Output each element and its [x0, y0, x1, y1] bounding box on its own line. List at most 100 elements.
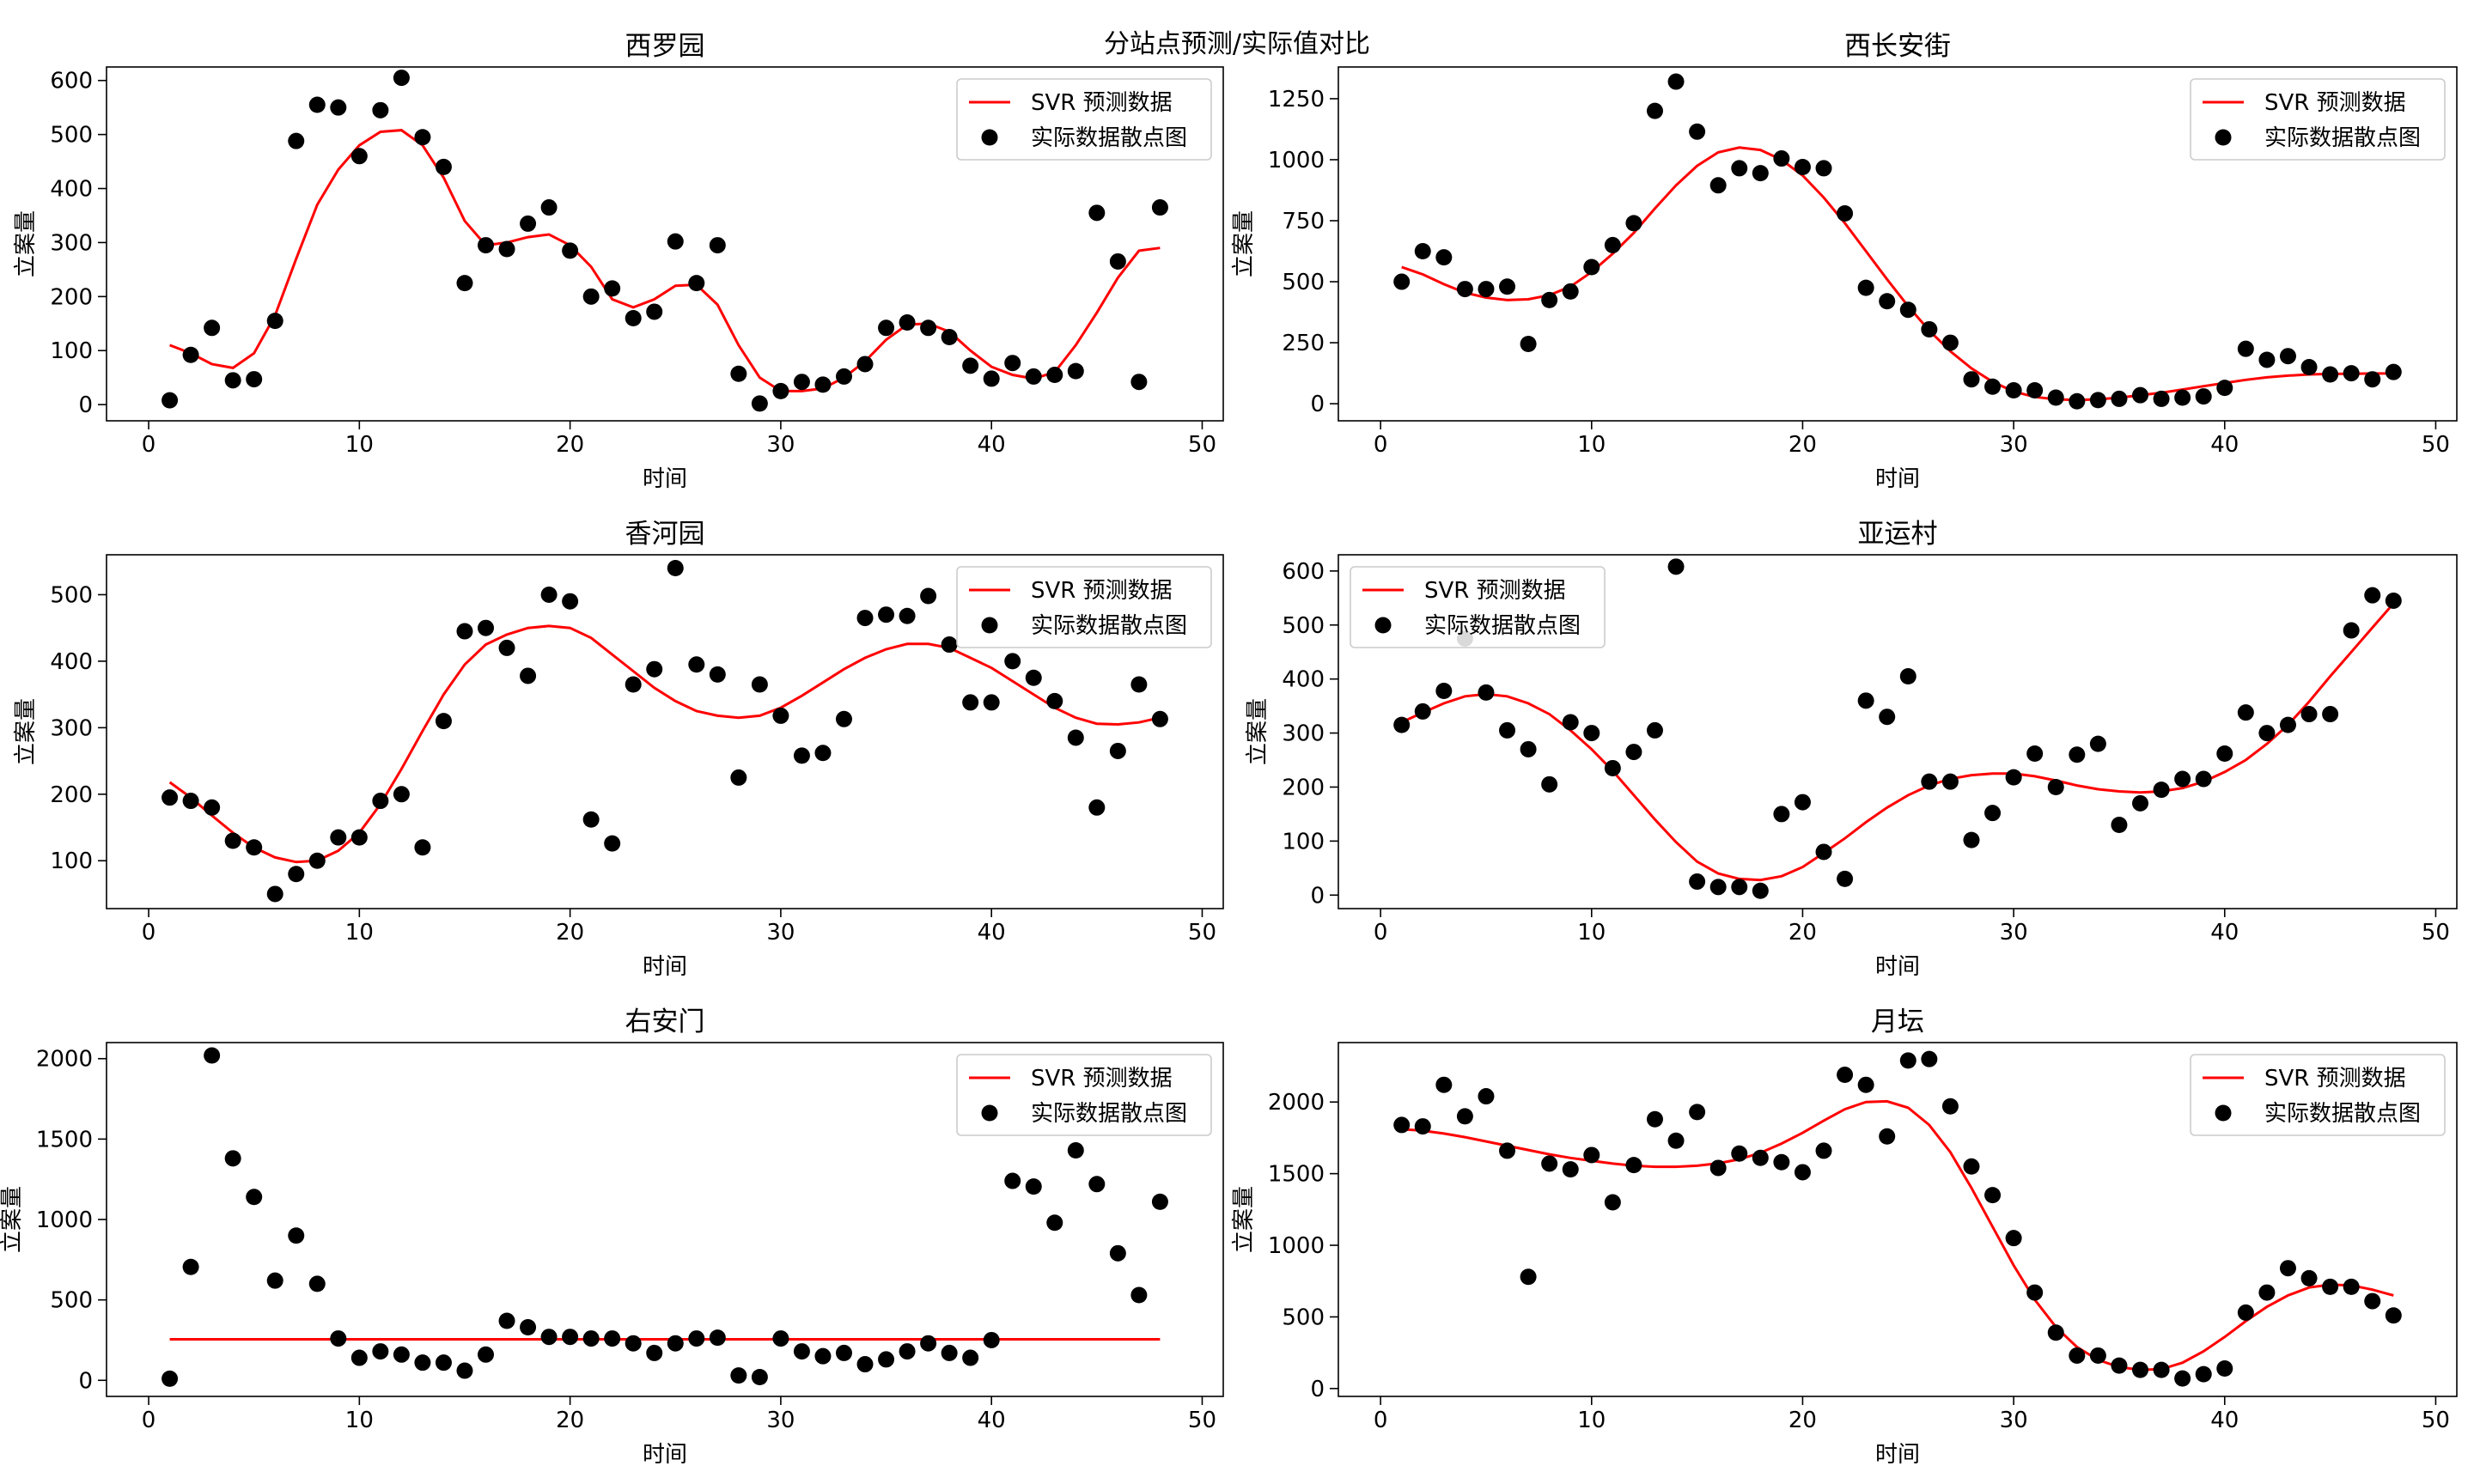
- actual-point: [2047, 389, 2064, 406]
- actual-point: [1393, 1116, 1411, 1134]
- actual-point: [856, 356, 874, 373]
- x-tick-label: 40: [978, 920, 1006, 946]
- x-tick-label: 30: [2000, 432, 2028, 458]
- actual-point: [899, 607, 916, 624]
- subplot-title: 月坛: [1871, 1007, 1924, 1037]
- actual-point: [350, 1349, 368, 1366]
- prediction-line: [169, 129, 1161, 392]
- actual-point: [2237, 1304, 2254, 1321]
- actual-point: [1667, 1132, 1685, 1149]
- actual-point: [2069, 392, 2086, 410]
- actual-point: [2174, 389, 2191, 406]
- actual-point: [1456, 281, 1473, 298]
- plot-area: [161, 1047, 1168, 1387]
- actual-point: [941, 329, 958, 346]
- y-tick-label: 2000: [36, 1047, 93, 1073]
- y-tick-label: 500: [1282, 270, 1325, 295]
- actual-point: [2279, 1260, 2296, 1277]
- actual-point: [772, 382, 789, 399]
- actual-point: [1067, 729, 1084, 746]
- actual-point: [1520, 335, 1537, 352]
- actual-point: [1604, 759, 1621, 776]
- actual-point: [2343, 1278, 2360, 1295]
- y-axis-label: 立案量: [1231, 210, 1257, 277]
- actual-point: [1046, 1214, 1063, 1232]
- actual-point: [350, 148, 368, 165]
- y-tick-label: 250: [1282, 331, 1325, 356]
- x-tick-label: 10: [345, 1408, 374, 1433]
- actual-point: [793, 374, 810, 391]
- x-tick-label: 40: [2210, 432, 2239, 458]
- prediction-line: [1401, 146, 2394, 402]
- actual-point: [2195, 388, 2212, 405]
- y-tick-label: 600: [1282, 559, 1325, 585]
- x-tick-label: 30: [766, 432, 795, 458]
- actual-point: [1646, 102, 1663, 119]
- actual-point: [1709, 1159, 1727, 1177]
- actual-point: [520, 215, 537, 232]
- subplot-title: 西长安街: [1844, 31, 1951, 62]
- actual-point: [1921, 320, 1938, 338]
- actual-point: [2258, 1284, 2276, 1301]
- prediction-line: [168, 624, 1161, 864]
- actual-point: [1541, 291, 1558, 308]
- actual-point: [1151, 199, 1168, 216]
- actual-point: [224, 1150, 241, 1167]
- actual-point: [1541, 775, 1558, 793]
- actual-point: [161, 1370, 179, 1387]
- actual-point: [835, 368, 852, 385]
- x-tick-label: 30: [2000, 1408, 2028, 1433]
- plot-area: [1393, 73, 2402, 410]
- x-tick-label: 0: [142, 432, 156, 458]
- actual-point: [1130, 676, 1148, 693]
- y-tick-label: 300: [50, 715, 93, 741]
- actual-point: [1067, 362, 1084, 380]
- actual-point: [2005, 1230, 2022, 1247]
- actual-point: [288, 866, 305, 883]
- actual-point: [1393, 273, 1411, 290]
- actual-point: [2153, 1361, 2170, 1378]
- actual-point: [1562, 714, 1579, 731]
- actual-point: [1963, 371, 1980, 388]
- actual-point: [2047, 778, 2064, 795]
- actual-point: [393, 1346, 410, 1363]
- actual-point: [456, 623, 473, 640]
- y-tick-label: 100: [1282, 829, 1325, 855]
- actual-point: [204, 319, 221, 337]
- legend-label: 实际数据散点图: [2264, 125, 2421, 151]
- actual-point: [604, 835, 621, 852]
- actual-point: [2300, 358, 2318, 375]
- actual-point: [435, 713, 452, 730]
- actual-point: [2258, 725, 2276, 742]
- x-axis-label: 时间: [643, 1442, 687, 1468]
- actual-point: [372, 1343, 389, 1360]
- legend-box: [956, 566, 1212, 648]
- y-tick-label: 500: [1282, 613, 1325, 639]
- actual-point: [667, 1335, 684, 1352]
- legend-box: [956, 1054, 1212, 1136]
- actual-point: [1109, 742, 1126, 759]
- y-tick-label: 1000: [1268, 148, 1325, 173]
- actual-point: [288, 132, 305, 149]
- subplot-title: 西罗园: [625, 31, 705, 62]
- actual-point: [899, 314, 916, 331]
- subplot-3: 香河园 0 10 20 30 40 50 100 200 300 400 500 时间 立案量 SVR 预测…: [13, 519, 1224, 980]
- actual-point: [1414, 1118, 1431, 1135]
- actual-point: [1109, 252, 1126, 270]
- actual-point: [920, 1335, 937, 1352]
- y-tick-label: 100: [50, 338, 93, 364]
- actual-point: [1004, 653, 1021, 670]
- actual-point: [2385, 592, 2402, 609]
- actual-point: [856, 610, 874, 627]
- actual-point: [1625, 744, 1642, 761]
- y-tick-label: 0: [78, 392, 93, 418]
- actual-point: [1667, 73, 1685, 90]
- y-axis-label: 立案量: [13, 210, 39, 277]
- y-tick-label: 400: [50, 177, 93, 203]
- y-axis-label: 立案量: [0, 1186, 25, 1253]
- legend-label: 实际数据散点图: [1031, 1101, 1187, 1127]
- actual-point: [1604, 236, 1621, 253]
- actual-point: [941, 636, 958, 654]
